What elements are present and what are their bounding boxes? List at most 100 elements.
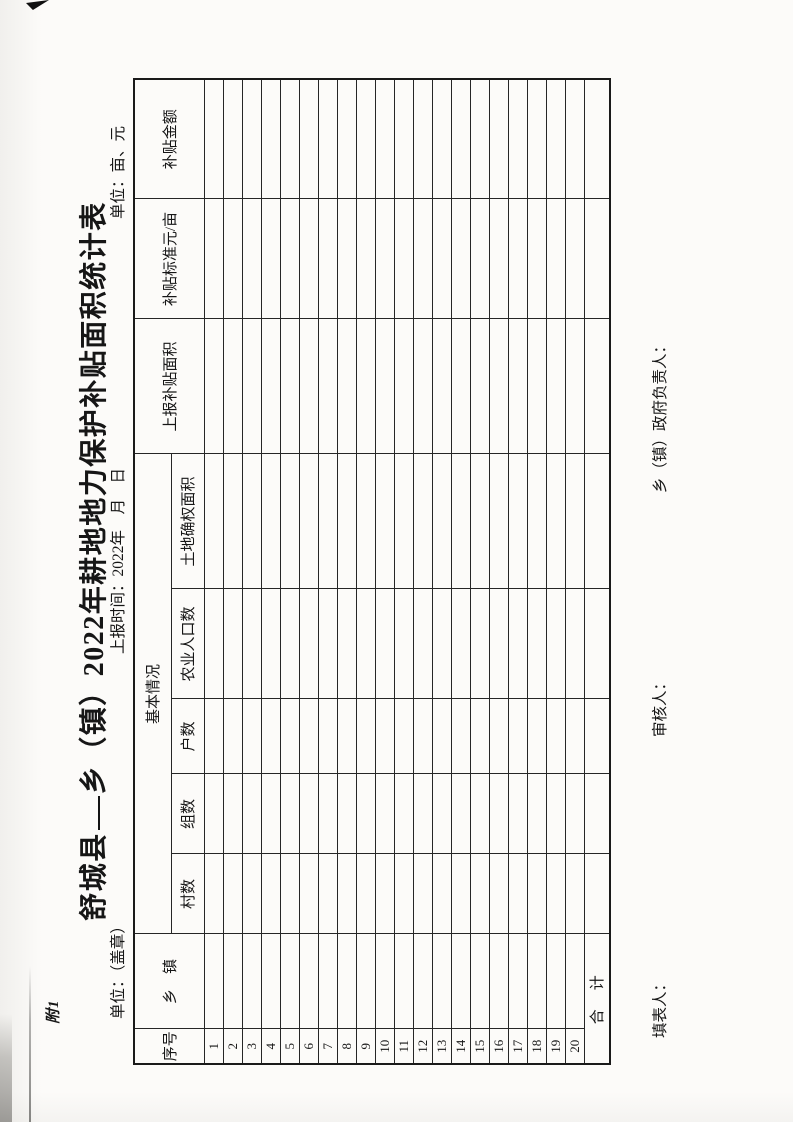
row-serial-cell: 17: [508, 1029, 527, 1064]
empty-data-cell: [413, 319, 432, 454]
table-row: 1: [204, 79, 223, 1064]
empty-data-cell: [527, 854, 546, 934]
table-row: 17: [508, 79, 527, 1064]
empty-data-cell: [394, 699, 413, 774]
empty-data-cell: [508, 199, 527, 319]
empty-data-cell: [280, 79, 299, 199]
empty-data-cell: [489, 199, 508, 319]
header-serial: 序号: [134, 1029, 204, 1064]
empty-data-cell: [451, 319, 470, 454]
table-row: 18: [527, 79, 546, 1064]
empty-data-cell: [546, 854, 565, 934]
empty-data-cell: [337, 589, 356, 699]
table-row: 4: [261, 79, 280, 1064]
empty-data-cell: [489, 699, 508, 774]
empty-data-cell: [204, 79, 223, 199]
empty-data-cell: [527, 774, 546, 854]
empty-data-cell: [318, 854, 337, 934]
empty-data-cell: [489, 854, 508, 934]
table-row: 11: [394, 79, 413, 1064]
header-groups: 组数: [171, 774, 204, 854]
empty-data-cell: [280, 774, 299, 854]
empty-data-cell: [242, 934, 261, 1029]
empty-data-cell: [527, 199, 546, 319]
empty-data-cell: [470, 774, 489, 854]
subsidy-area-table: 序号 乡 镇 基本情况 上报补贴面积 补贴标准元/亩 补贴金额 村数 组数 户数…: [133, 78, 611, 1065]
row-serial-cell: 14: [451, 1029, 470, 1064]
empty-data-cell: [413, 454, 432, 589]
table-row: 13: [432, 79, 451, 1064]
preparer-label: 填表人：: [652, 975, 669, 1038]
empty-data-cell: [432, 699, 451, 774]
empty-data-cell: [280, 854, 299, 934]
empty-data-cell: [242, 774, 261, 854]
empty-data-cell: [451, 199, 470, 319]
empty-data-cell: [318, 699, 337, 774]
empty-data-cell: [318, 79, 337, 199]
empty-data-cell: [299, 79, 318, 199]
empty-data-cell: [280, 934, 299, 1029]
empty-data-cell: [470, 589, 489, 699]
row-serial-cell: 5: [280, 1029, 299, 1064]
empty-data-cell: [337, 934, 356, 1029]
empty-data-cell: [546, 774, 565, 854]
empty-data-cell: [337, 454, 356, 589]
row-serial-cell: 19: [546, 1029, 565, 1064]
empty-data-cell: [375, 79, 394, 199]
empty-data-cell: [451, 589, 470, 699]
empty-data-cell: [394, 454, 413, 589]
empty-data-cell: [565, 79, 584, 199]
empty-data-cell: [451, 454, 470, 589]
empty-data-cell: [527, 79, 546, 199]
empty-data-cell: [394, 774, 413, 854]
empty-data-cell: [584, 319, 610, 454]
empty-data-cell: [280, 699, 299, 774]
empty-data-cell: [413, 199, 432, 319]
table-row: 20: [565, 79, 584, 1064]
empty-data-cell: [223, 589, 242, 699]
empty-data-cell: [508, 454, 527, 589]
empty-data-cell: [261, 319, 280, 454]
empty-data-cell: [280, 199, 299, 319]
empty-data-cell: [508, 774, 527, 854]
scan-corner-mark: [26, 0, 49, 10]
row-serial-cell: 9: [356, 1029, 375, 1064]
header-row-1: 序号 乡 镇 基本情况 上报补贴面积 补贴标准元/亩 补贴金额: [134, 79, 204, 1064]
empty-data-cell: [223, 319, 242, 454]
empty-data-cell: [318, 319, 337, 454]
empty-data-cell: [299, 699, 318, 774]
empty-data-cell: [470, 934, 489, 1029]
total-row: 合 计: [584, 79, 610, 1064]
empty-data-cell: [356, 934, 375, 1029]
empty-data-cell: [451, 854, 470, 934]
empty-data-cell: [584, 589, 610, 699]
empty-data-cell: [318, 454, 337, 589]
empty-data-cell: [223, 854, 242, 934]
empty-data-cell: [527, 454, 546, 589]
table-header: 序号 乡 镇 基本情况 上报补贴面积 补贴标准元/亩 补贴金额 村数 组数 户数…: [134, 79, 204, 1064]
header-subsidy-amount: 补贴金额: [134, 79, 204, 199]
table-row: 10: [375, 79, 394, 1064]
empty-data-cell: [299, 199, 318, 319]
empty-data-cell: [413, 589, 432, 699]
empty-data-cell: [546, 199, 565, 319]
empty-data-cell: [565, 589, 584, 699]
empty-data-cell: [242, 854, 261, 934]
reviewer-label: 审核人：: [652, 674, 669, 737]
header-households: 户数: [171, 699, 204, 774]
empty-data-cell: [356, 79, 375, 199]
table-body: 1 2 3 4 5 6 7 8 9 10 11 12 13 14 15 16 17 18 19 20 合 计: [204, 79, 610, 1064]
empty-data-cell: [565, 199, 584, 319]
scan-edge-shadow-line: [29, 966, 31, 1122]
row-serial-cell: 1: [204, 1029, 223, 1064]
township-head-label: 乡（镇）政府负责人：: [652, 337, 669, 493]
table-row: 12: [413, 79, 432, 1064]
empty-data-cell: [489, 454, 508, 589]
empty-data-cell: [318, 774, 337, 854]
empty-data-cell: [546, 699, 565, 774]
empty-data-cell: [223, 454, 242, 589]
empty-data-cell: [489, 934, 508, 1029]
empty-data-cell: [242, 319, 261, 454]
empty-data-cell: [432, 934, 451, 1029]
empty-data-cell: [527, 699, 546, 774]
